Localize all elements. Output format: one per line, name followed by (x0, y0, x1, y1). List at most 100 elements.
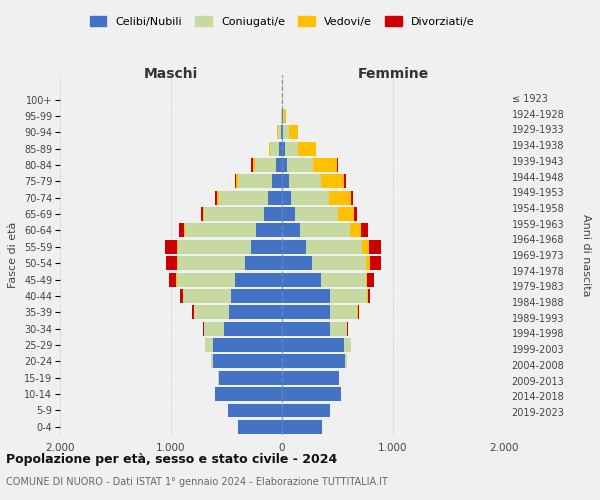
Bar (255, 158, 276, 172)
Bar (329, 191, 351, 204)
Bar (184, 224, 185, 237)
Text: Maschi: Maschi (144, 68, 198, 82)
Bar (176, 272, 235, 286)
Bar (176, 240, 178, 254)
Bar (282, 191, 291, 204)
Text: COMUNE DI NUORO - Dati ISTAT 1° gennaio 2024 - Elaborazione TUTTITALIA.IT: COMUNE DI NUORO - Dati ISTAT 1° gennaio … (6, 477, 388, 487)
Bar (312, 256, 367, 270)
Bar (345, 354, 347, 368)
Bar (284, 109, 286, 123)
Bar (201, 207, 203, 221)
Bar (269, 142, 271, 156)
Bar (276, 158, 282, 172)
Bar (282, 158, 287, 172)
Bar (282, 354, 345, 368)
Bar (185, 224, 256, 237)
Bar (217, 191, 219, 204)
Bar (362, 240, 369, 254)
Bar (337, 207, 354, 221)
Bar (344, 174, 346, 188)
Bar (368, 289, 370, 303)
Bar (203, 322, 204, 336)
Bar (215, 387, 282, 401)
Bar (367, 272, 374, 286)
Bar (183, 289, 231, 303)
Bar (235, 174, 236, 188)
Bar (282, 224, 301, 237)
Text: Popolazione per età, sesso e stato civile - 2024: Popolazione per età, sesso e stato civil… (6, 452, 337, 466)
Bar (236, 174, 238, 188)
Bar (282, 272, 321, 286)
Bar (271, 142, 279, 156)
Bar (330, 322, 347, 336)
Bar (282, 322, 330, 336)
Bar (370, 256, 381, 270)
Bar (181, 289, 182, 303)
Bar (224, 322, 282, 336)
Bar (205, 338, 213, 352)
Bar (231, 289, 282, 303)
Bar (215, 191, 217, 204)
Bar (283, 109, 284, 123)
Bar (282, 289, 330, 303)
Bar (238, 174, 272, 188)
Bar (298, 142, 316, 156)
Bar (321, 272, 367, 286)
Bar (306, 240, 362, 254)
Bar (278, 126, 281, 139)
Bar (354, 207, 358, 221)
Bar (282, 256, 312, 270)
Bar (219, 371, 282, 384)
Bar (179, 224, 184, 237)
Bar (169, 272, 176, 286)
Bar (166, 256, 177, 270)
Bar (289, 174, 322, 188)
Bar (282, 142, 285, 156)
Bar (361, 224, 368, 237)
Bar (281, 126, 282, 139)
Bar (282, 207, 295, 221)
Bar (285, 142, 298, 156)
Bar (351, 191, 353, 204)
Bar (287, 158, 313, 172)
Legend: Celibi/Nubili, Coniugati/e, Vedovi/e, Divorziati/e: Celibi/Nubili, Coniugati/e, Vedovi/e, Di… (84, 10, 480, 32)
Bar (256, 224, 282, 237)
Bar (282, 174, 289, 188)
Bar (178, 256, 245, 270)
Bar (289, 126, 298, 139)
Bar (213, 354, 282, 368)
Bar (369, 240, 382, 254)
Bar (282, 240, 306, 254)
Bar (282, 404, 330, 417)
Bar (238, 420, 282, 434)
Bar (282, 387, 341, 401)
Bar (204, 322, 224, 336)
Bar (272, 174, 282, 188)
Bar (227, 404, 282, 417)
Bar (330, 289, 367, 303)
Bar (203, 207, 204, 221)
Bar (245, 256, 282, 270)
Bar (344, 338, 351, 352)
Bar (301, 224, 350, 237)
Bar (251, 158, 253, 172)
Bar (211, 354, 213, 368)
Bar (251, 240, 282, 254)
Bar (367, 256, 370, 270)
Bar (358, 306, 359, 319)
Bar (295, 207, 337, 221)
Bar (282, 420, 322, 434)
Bar (350, 224, 361, 237)
Bar (235, 272, 282, 286)
Bar (282, 371, 338, 384)
Y-axis label: Anni di nascita: Anni di nascita (581, 214, 591, 296)
Bar (213, 338, 282, 352)
Bar (337, 158, 338, 172)
Bar (330, 306, 358, 319)
Bar (263, 207, 282, 221)
Bar (204, 207, 263, 221)
Bar (178, 240, 251, 254)
Bar (282, 338, 344, 352)
Bar (282, 306, 330, 319)
Bar (313, 158, 337, 172)
